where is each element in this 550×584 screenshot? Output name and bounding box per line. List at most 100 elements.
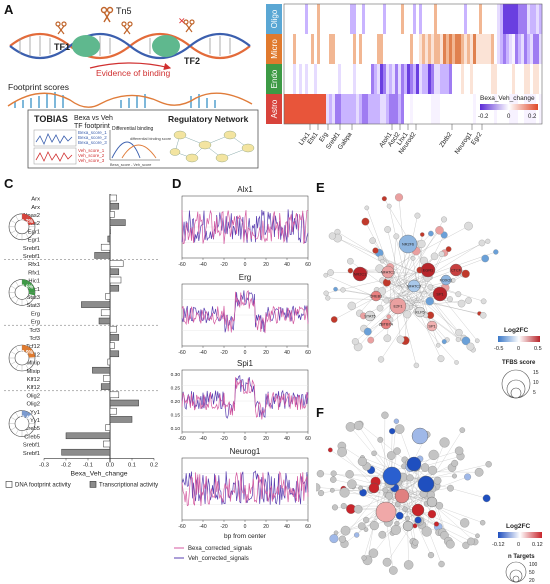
heatmap-cell [344,34,348,64]
x-tick-label: -0.1 [83,462,93,468]
bar-footprint-arx [109,194,117,202]
scissors-icon [55,19,195,35]
bar-label: Erg [31,320,40,326]
heatmap-cell [422,64,426,94]
network-node [390,524,401,535]
heatmap-cell [410,64,414,94]
tf-node [411,503,425,517]
heatmap-cell [380,94,384,124]
network-node [482,494,491,503]
network-node [371,450,377,457]
network-node [363,516,370,524]
heatmap-cell [425,94,429,124]
heatmap-cell [320,64,324,94]
bar-label: Srebf1 [23,443,40,449]
donut-divider [27,295,34,300]
heatmap-cell [410,34,414,64]
heatmap-cell [470,4,474,34]
bar-label: Hic1 [28,279,40,285]
network-node [464,221,473,231]
network-node [481,254,489,263]
network-node [427,509,437,519]
heatmap-cell [503,4,507,34]
heatmap-cell [350,4,354,34]
heatmap-cell [314,94,318,124]
bar-footprint-srebf1 [100,243,111,251]
network-node [330,476,337,483]
heatmap-cell [437,64,441,94]
row-tag-endo [266,64,282,94]
network-node [475,338,480,344]
heatmap-cell [506,4,510,34]
legend-bexa: Bexa_corrected_signals [188,546,252,552]
network-edge [414,271,426,316]
x-tick-label: -20 [220,436,227,442]
heatmap-cell [518,64,522,94]
heatmap-cell [359,64,363,94]
network-node [389,566,398,575]
heatmap-cell [341,64,345,94]
network-node [402,506,408,512]
network-edge [411,430,463,510]
heatmap-cell [497,4,501,34]
heatmap-cell [290,4,294,34]
bar-label: Klf12 [27,385,40,391]
network-node [372,247,379,254]
heatmap-cell [428,94,432,124]
heatmap-cell [431,34,435,64]
bar-label: Arx [31,205,40,211]
legend-transcription: Transcriptional activity [99,482,158,488]
network-edge [337,237,394,269]
heatmap-cell [506,34,510,64]
donut-divider [27,416,34,421]
bar-footprint-tcf3 [109,325,117,333]
heatmap-cell [332,94,336,124]
heatmap-cell [461,34,465,64]
tf1-protein [72,35,100,57]
gene-label: Zbtb2 [438,131,453,149]
tf-node [375,501,397,523]
x-axis-label: Bexa_Veh_change [70,470,127,477]
mini-network [169,130,255,163]
heatmap-cell [371,64,375,94]
e-legend-gradient [498,336,540,342]
network-edge [392,230,440,292]
heatmap-cell [404,94,408,124]
bar-footprint-tcf12 [109,342,115,349]
network-node [430,252,439,261]
donut-divider [25,429,29,435]
network-node [447,296,453,303]
heatmap-cell [398,64,402,94]
network-edge [388,421,397,503]
heatmap-cell [416,4,420,34]
panel-b-heatmap: Oligo Micro Endo Astro Bexa_Veh_change -0.2… [266,3,543,156]
y-tick-label: 0.30 [171,372,181,378]
heatmap-cell [398,34,402,64]
heatmap-cell [530,4,534,34]
network-edge [367,467,385,561]
heatmap-cell [530,34,534,64]
heatmap-cell [446,94,450,124]
heatmap-cell [428,34,432,64]
bar-footprint-mlxip [107,358,111,366]
bar-label: Rfx1 [28,262,40,268]
network-edge [358,280,419,347]
heatmap-legend-title: Bexa_Veh_change [480,95,535,102]
network-node [414,516,422,524]
heatmap-cell [470,34,474,64]
bar-label: Tcf12 [26,344,40,350]
heatmap-cell [440,34,444,64]
heatmap-cell [416,94,420,124]
network-node [479,520,486,526]
network-node [480,298,487,305]
tf-node-label: STAT5 [364,315,375,319]
network-node [347,258,354,265]
donut-divider [27,285,34,290]
heatmap-cell [449,4,453,34]
heatmap-cell [299,64,303,94]
heatmap-cell [452,34,456,64]
network-node [358,485,363,491]
network-edge [410,293,420,308]
bexa-score-3: Bexa_score_3 [78,140,107,145]
panel-d-footprint-plots: Alx1 -60 -40 -20 0 20 40 60 Erg -60 -40 -20 0 20 40 60 S… [171,185,311,562]
